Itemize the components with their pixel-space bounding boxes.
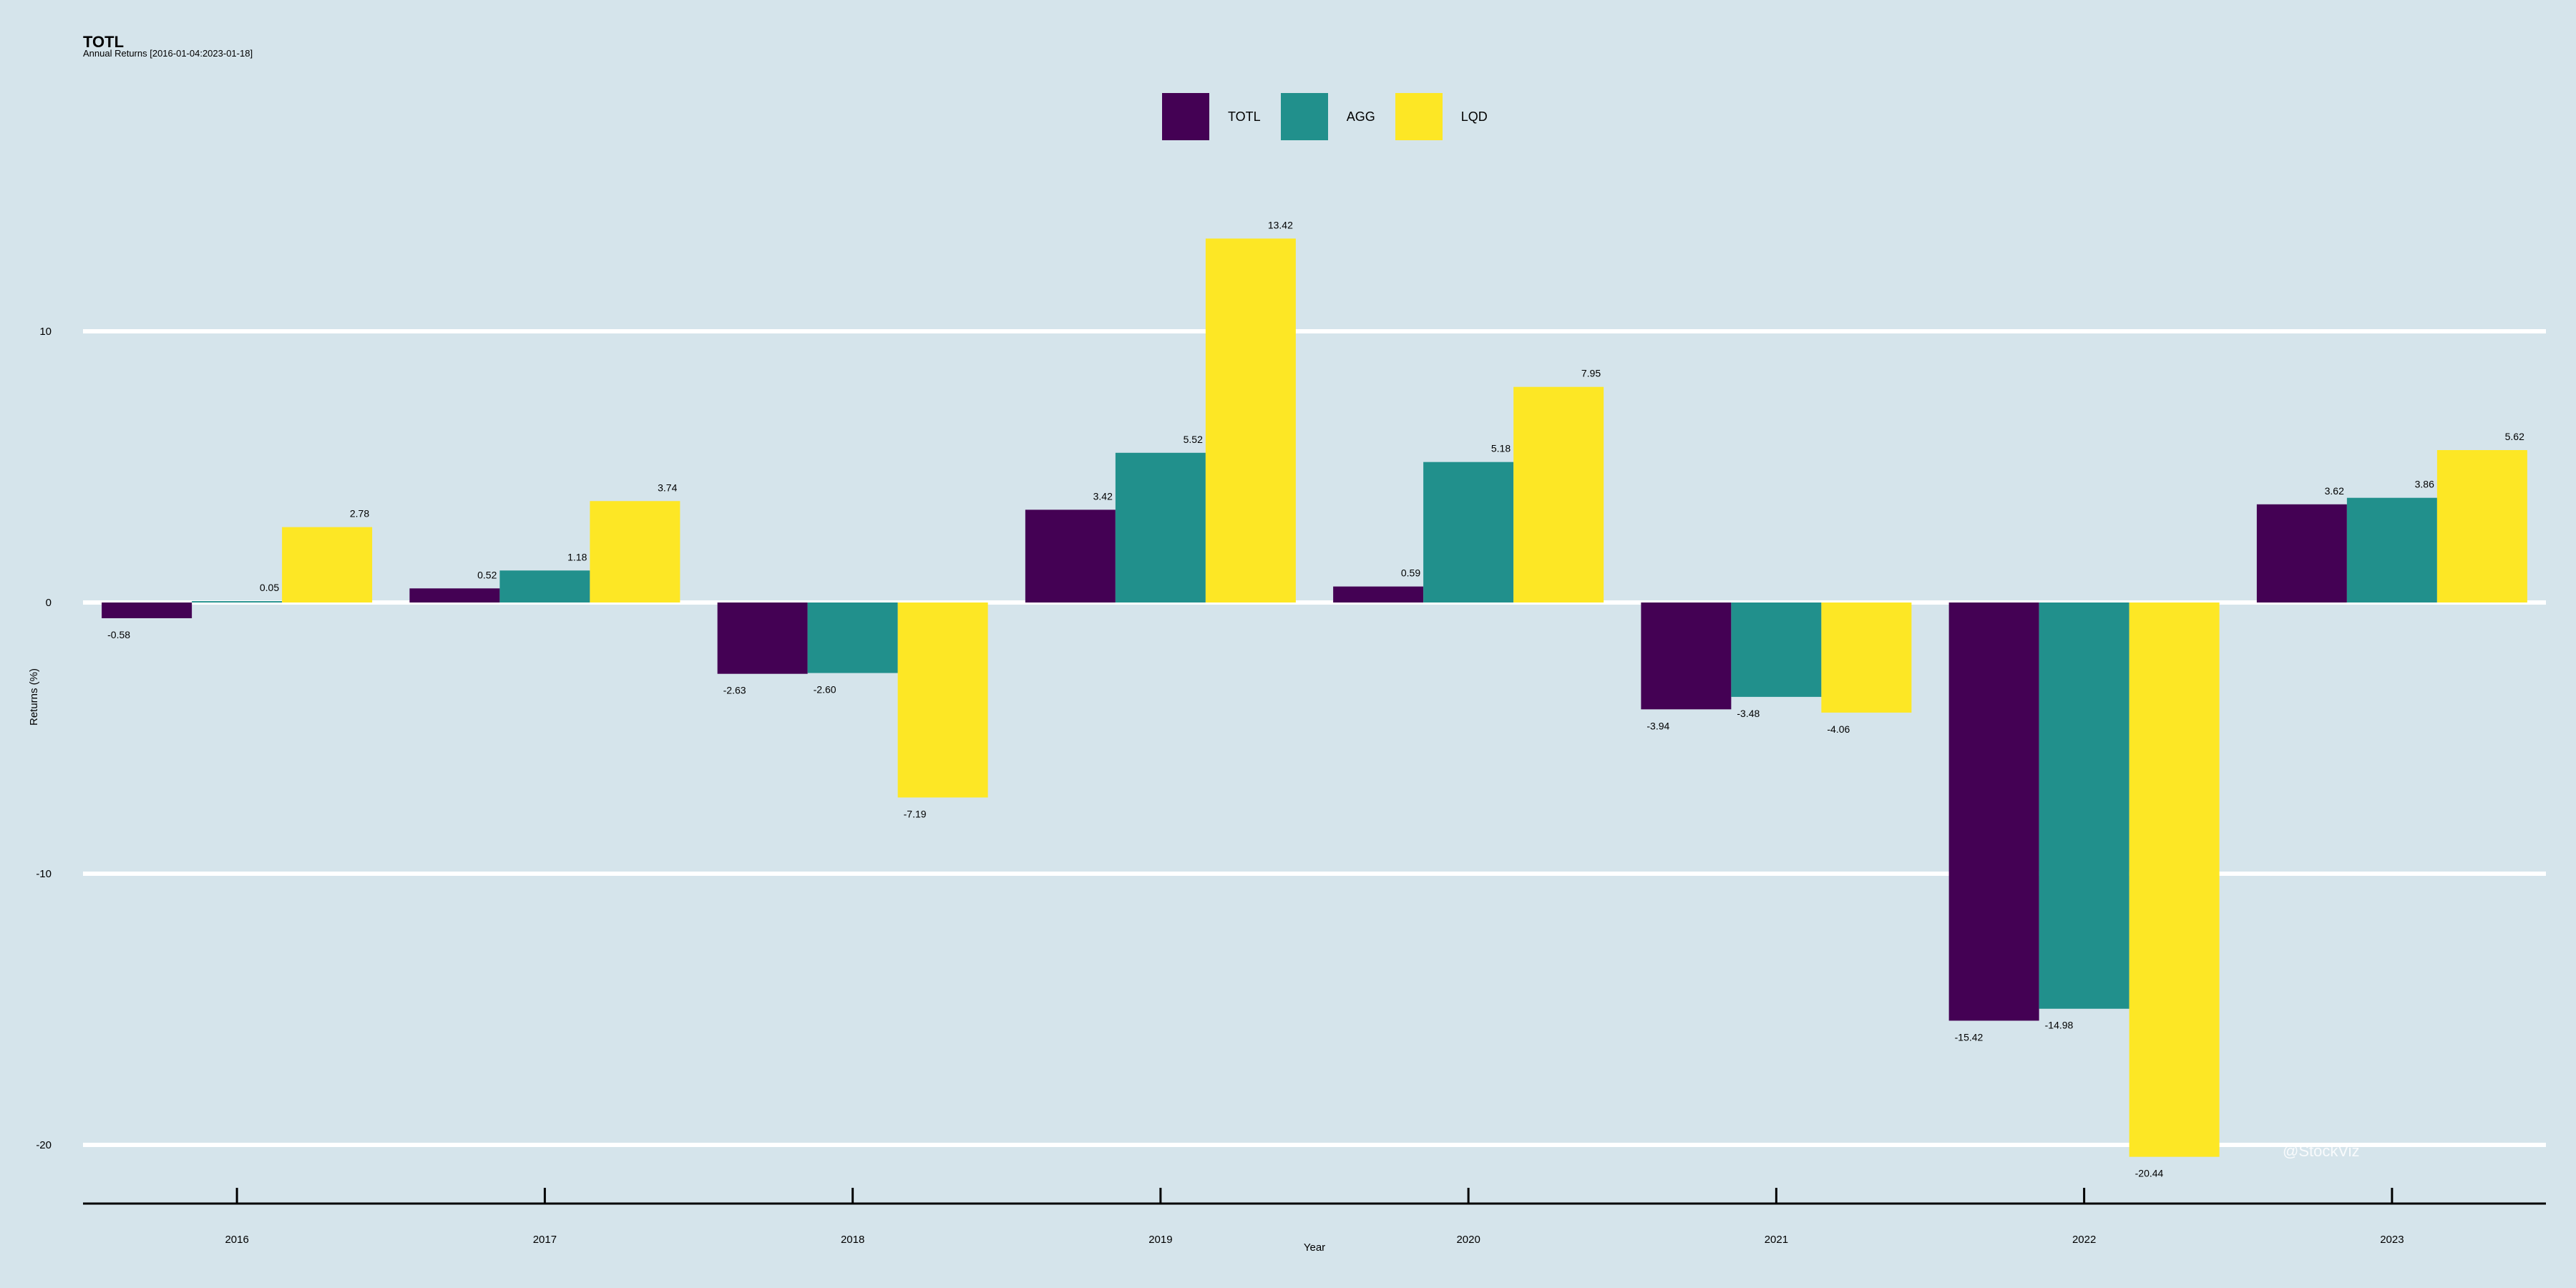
bar-totl	[102, 602, 192, 618]
data-label: 5.52	[1184, 434, 1203, 445]
bar-lqd	[1821, 602, 1912, 713]
bar-totl	[717, 602, 808, 674]
bar-lqd	[2436, 450, 2527, 602]
x-axis-title: Year	[1304, 1241, 1325, 1254]
legend-label-agg: AGG	[1346, 109, 1375, 124]
data-label: -7.19	[904, 809, 927, 820]
data-label: -14.98	[2045, 1020, 2074, 1031]
bar-agg	[2039, 602, 2129, 1009]
data-label: 13.42	[1268, 219, 1293, 230]
data-label: 2.78	[350, 508, 369, 519]
bar-lqd	[2129, 602, 2220, 1157]
y-axis-title: Returns (%)	[28, 668, 40, 726]
data-label: -15.42	[1955, 1031, 1984, 1043]
data-label: 3.42	[1093, 490, 1113, 502]
x-tick-label: 2017	[533, 1234, 557, 1246]
data-label: 5.18	[1491, 443, 1511, 454]
legend-swatch-lqd	[1395, 93, 1443, 140]
data-label: 0.52	[477, 569, 497, 580]
data-label: 3.74	[658, 482, 677, 493]
x-tick-label: 2023	[2380, 1234, 2404, 1246]
data-label: -20.44	[2135, 1168, 2164, 1179]
legend-swatch-totl	[1162, 93, 1209, 140]
x-tick-label: 2020	[1456, 1234, 1480, 1246]
bar-totl	[1641, 602, 1732, 710]
bar-agg	[192, 601, 283, 602]
bar-agg	[1731, 602, 1822, 697]
bar-lqd	[282, 527, 373, 602]
data-label: 5.62	[2505, 431, 2524, 442]
bar-totl	[2256, 504, 2347, 602]
bar-agg	[2346, 497, 2437, 602]
y-tick-label: 10	[39, 326, 52, 338]
bar-lqd	[1513, 386, 1604, 602]
data-label: -0.58	[107, 629, 130, 640]
legend-item-totl: TOTL	[1162, 93, 1261, 140]
bar-agg	[1423, 462, 1514, 602]
x-tick-label: 2019	[1148, 1234, 1172, 1246]
legend-item-agg: AGG	[1280, 93, 1375, 140]
chart-subtitle: Annual Returns [2016-01-04:2023-01-18]	[83, 48, 253, 59]
bar-agg	[499, 570, 590, 602]
watermark: @StockViz	[2283, 1142, 2360, 1160]
data-label: -2.63	[723, 685, 746, 696]
legend-label-totl: TOTL	[1228, 109, 1261, 124]
data-label: -2.60	[814, 684, 836, 696]
legend-item-lqd: LQD	[1395, 93, 1488, 140]
legend: TOTL AGG LQD	[1162, 93, 1508, 140]
data-label: 3.62	[2325, 485, 2344, 497]
bar-lqd	[590, 501, 680, 602]
y-tick-label: -20	[36, 1139, 52, 1151]
bar-totl	[1948, 602, 2039, 1021]
x-tick-label: 2021	[1765, 1234, 1788, 1246]
data-label: 3.86	[2415, 479, 2434, 490]
bar-totl	[1333, 586, 1424, 602]
legend-swatch-agg	[1280, 93, 1328, 140]
data-label: 1.18	[567, 551, 587, 562]
y-tick-label: -10	[36, 868, 52, 880]
bar-totl	[1025, 509, 1116, 602]
data-label: -3.94	[1646, 720, 1669, 731]
x-tick-label: 2016	[225, 1234, 248, 1246]
data-label: -4.06	[1827, 723, 1850, 735]
bar-agg	[807, 602, 898, 673]
data-label: 0.59	[1401, 567, 1420, 579]
bar-lqd	[897, 602, 988, 798]
legend-label-lqd: LQD	[1460, 109, 1488, 124]
y-tick-label: 0	[46, 597, 52, 609]
x-tick-label: 2018	[841, 1234, 864, 1246]
x-tick-label: 2022	[2072, 1234, 2096, 1246]
data-label: 0.05	[260, 582, 279, 593]
bar-agg	[1115, 452, 1206, 602]
data-label: -3.48	[1737, 708, 1760, 719]
bar-lqd	[1205, 238, 1296, 602]
data-label: 7.95	[1581, 368, 1601, 379]
chart-title: TOTL	[83, 33, 125, 51]
bar-totl	[409, 588, 500, 602]
